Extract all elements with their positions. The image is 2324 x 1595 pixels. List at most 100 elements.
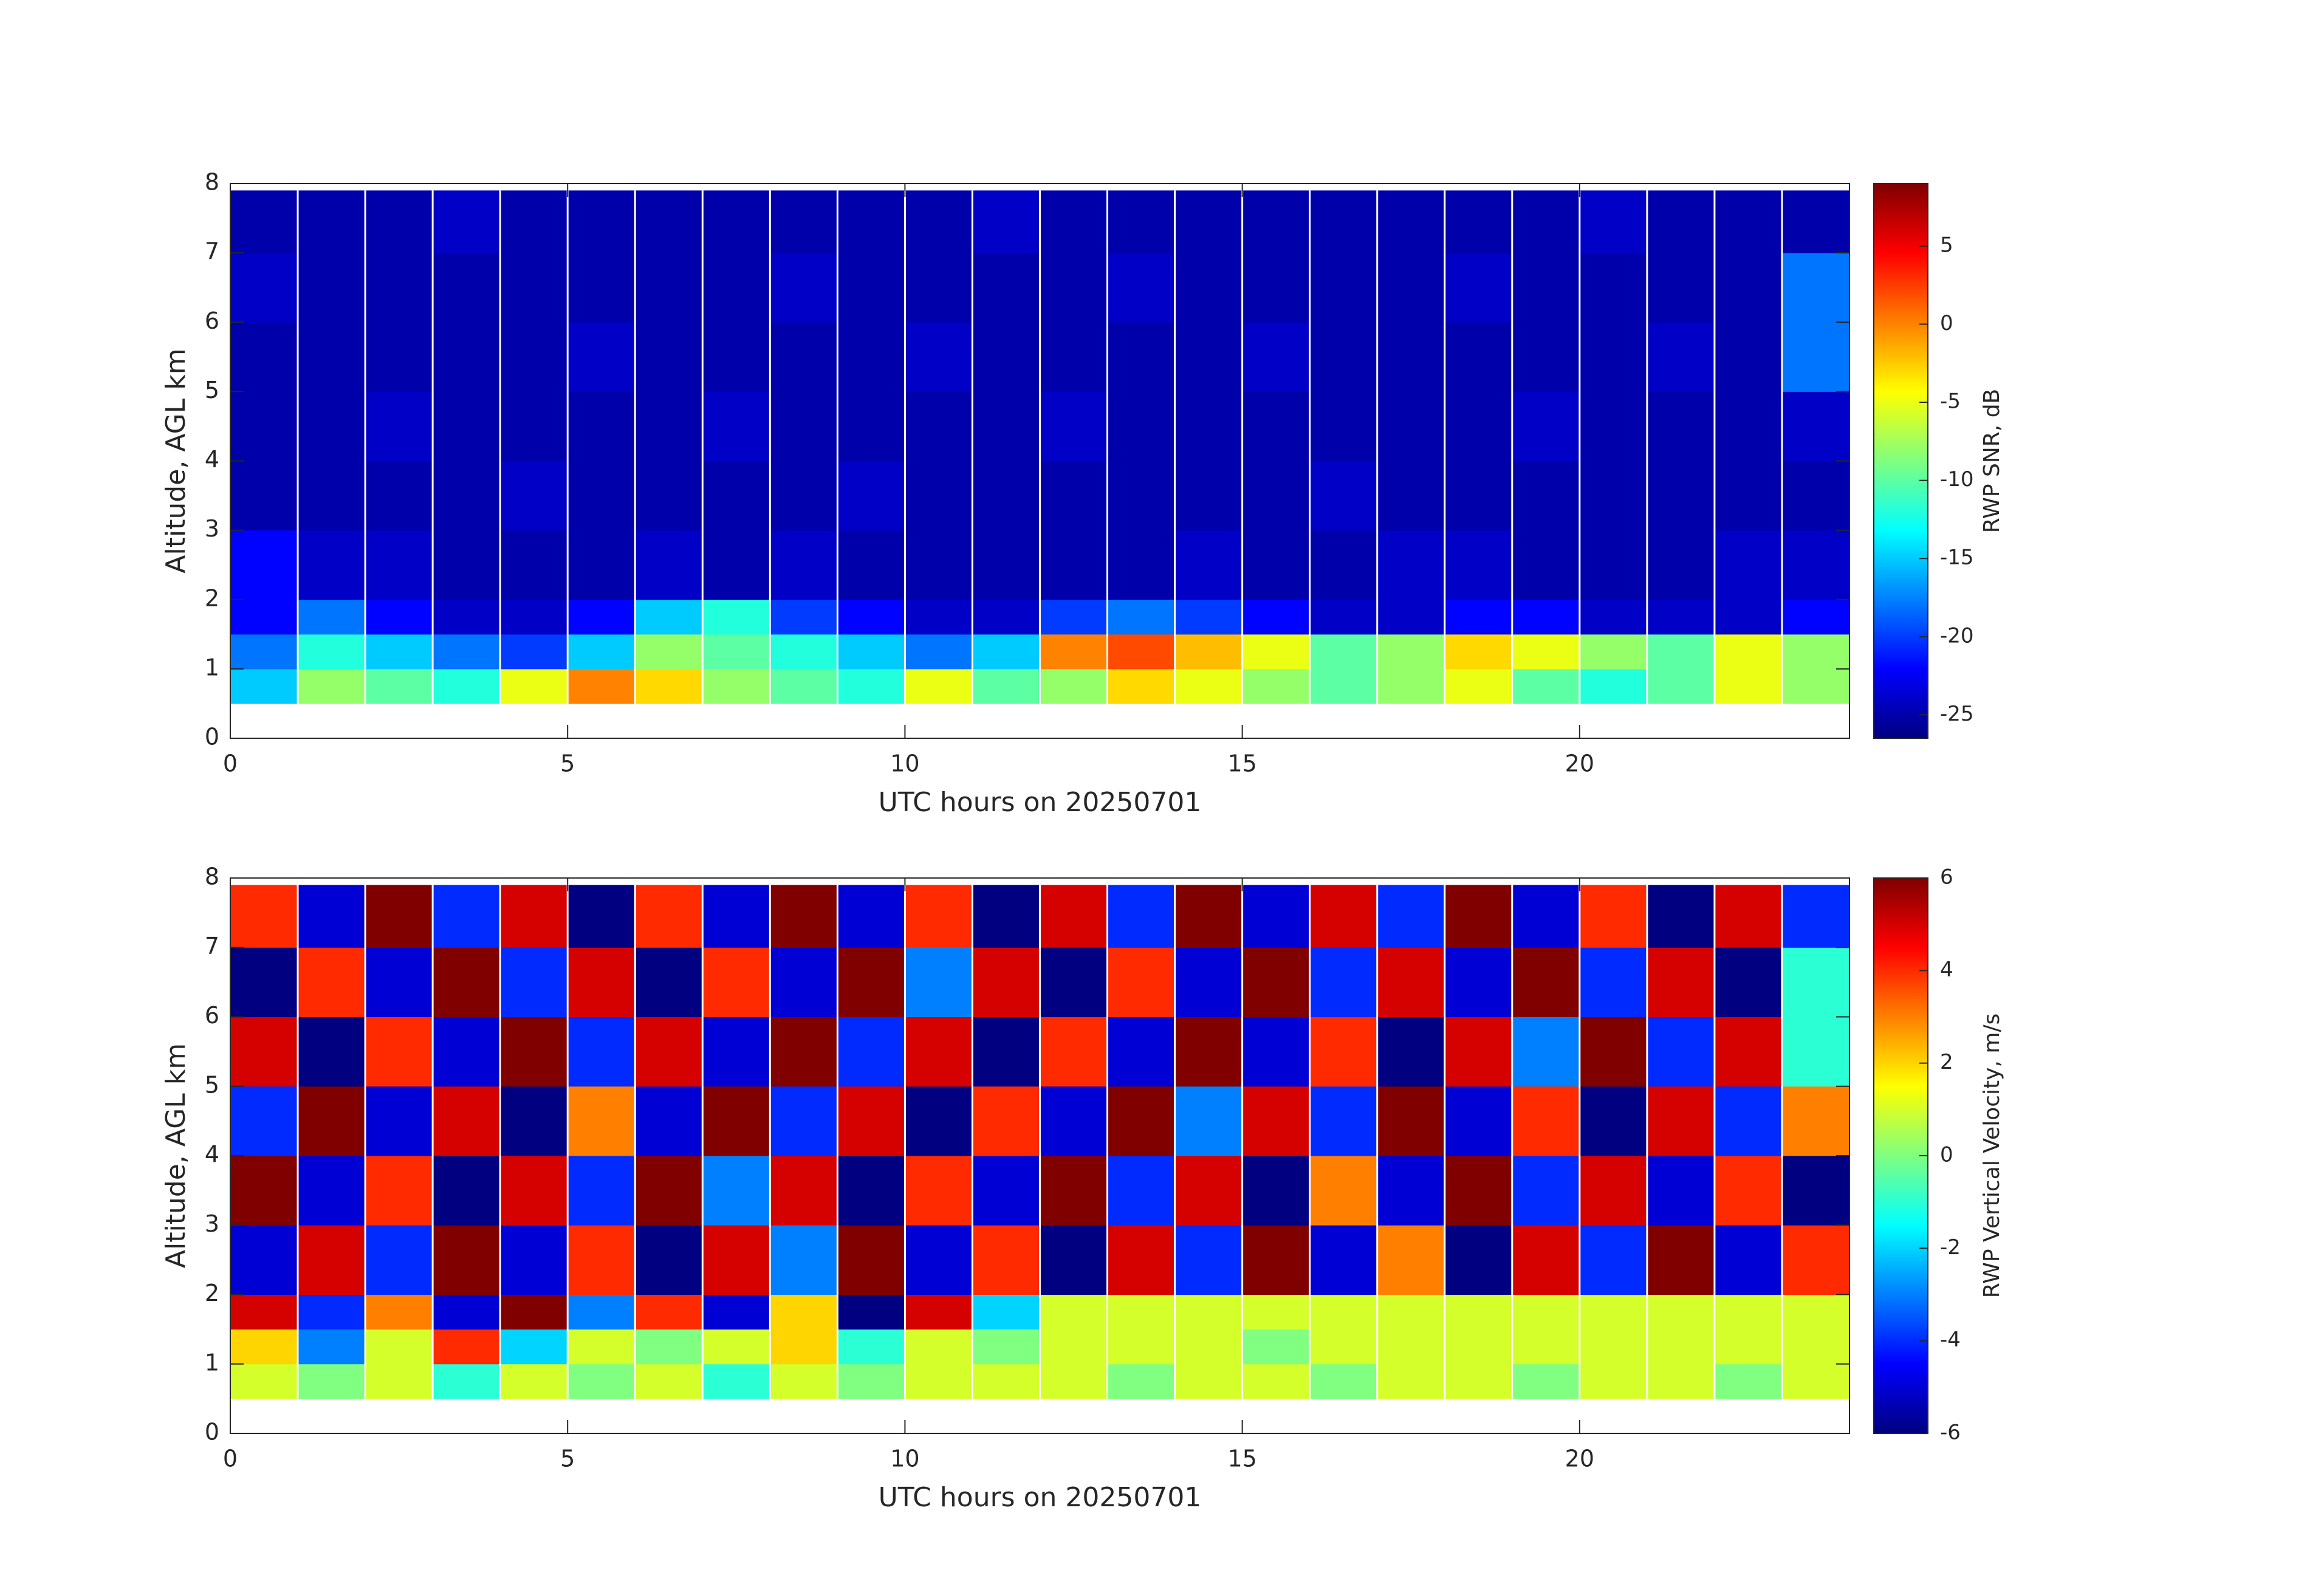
heatmap-cell xyxy=(635,1017,703,1087)
heatmap-cell xyxy=(1444,947,1513,1017)
heatmap-cell xyxy=(1512,530,1580,600)
heatmap-cell xyxy=(230,668,298,704)
heatmap-cell xyxy=(365,947,433,1017)
heatmap-cell xyxy=(1647,947,1715,1017)
heatmap-cell xyxy=(500,1156,568,1226)
heatmap-cell xyxy=(230,530,298,600)
heatmap-cell xyxy=(972,1017,1040,1087)
heatmap-cell xyxy=(1444,322,1513,392)
heatmap-cell xyxy=(230,1225,298,1295)
heatmap-cell xyxy=(972,190,1040,253)
heatmap-cell xyxy=(1647,885,1715,948)
heatmap-cell xyxy=(1579,1363,1648,1399)
heatmap-cell xyxy=(837,885,905,948)
y-tick-label: 5 xyxy=(205,1071,219,1098)
heatmap-cell xyxy=(365,461,433,531)
heatmap-cell xyxy=(500,253,568,323)
heatmap-cell xyxy=(1174,322,1243,392)
heatmap-cell xyxy=(1781,1363,1850,1399)
heatmap-cell xyxy=(1781,391,1850,461)
heatmap-cell xyxy=(635,634,703,670)
heatmap-cell xyxy=(1781,885,1850,948)
heatmap-cell xyxy=(298,947,366,1017)
heatmap-cell xyxy=(972,1329,1040,1365)
heatmap-cell xyxy=(1444,530,1513,600)
heatmap-cell xyxy=(635,668,703,704)
colorbar-tick-label: -6 xyxy=(1940,1421,1961,1445)
heatmap-cell xyxy=(567,1294,636,1330)
heatmap-cell xyxy=(433,253,501,323)
heatmap-cell xyxy=(1579,947,1648,1017)
heatmap-cell xyxy=(298,1017,366,1087)
heatmap-cell xyxy=(1174,461,1243,531)
x-tick-label: 5 xyxy=(560,1446,575,1472)
heatmap-cell xyxy=(1714,1086,1783,1156)
heatmap-cell xyxy=(230,947,298,1017)
heatmap-cell xyxy=(1242,1294,1311,1330)
heatmap-cell xyxy=(1377,668,1445,704)
heatmap-cell xyxy=(1781,253,1850,323)
heatmap-cell xyxy=(1512,668,1580,704)
heatmap-cell xyxy=(905,190,973,253)
heatmap-cell xyxy=(298,1225,366,1295)
y-tick-label: 6 xyxy=(205,1002,219,1029)
heatmap-cell xyxy=(1579,885,1648,948)
heatmap-cell xyxy=(702,391,770,461)
y-tick-label: 8 xyxy=(205,169,219,196)
heatmap-cell xyxy=(1309,253,1378,323)
heatmap-cell xyxy=(500,634,568,670)
heatmap-cell xyxy=(1377,1086,1445,1156)
heatmap-cell xyxy=(770,947,838,1017)
heatmap-cell xyxy=(1107,947,1176,1017)
heatmap-cell xyxy=(1714,599,1783,635)
heatmap-cell xyxy=(1714,885,1783,948)
colorbar-tick-label: 6 xyxy=(1940,865,1953,890)
heatmap-cell xyxy=(1579,1329,1648,1365)
heatmap-cell xyxy=(365,322,433,392)
heatmap-cell xyxy=(1444,253,1513,323)
y-axis-label: Altitude, AGL km xyxy=(160,348,191,573)
heatmap-cell xyxy=(972,668,1040,704)
heatmap-cell xyxy=(567,668,636,704)
heatmap-cell xyxy=(365,253,433,323)
heatmap-cell xyxy=(433,391,501,461)
x-tick-label: 0 xyxy=(223,1446,238,1472)
heatmap-cell xyxy=(1714,391,1783,461)
heatmap-cell xyxy=(1647,253,1715,323)
heatmap-cell xyxy=(1781,599,1850,635)
heatmap-cell xyxy=(702,1294,770,1330)
heatmap-cell xyxy=(1040,391,1108,461)
heatmap-cell xyxy=(1579,1225,1648,1295)
heatmap-cell xyxy=(1107,1225,1176,1295)
x-tick-label: 20 xyxy=(1565,750,1594,777)
heatmap-cell xyxy=(702,190,770,253)
heatmap-cell xyxy=(1512,461,1580,531)
heatmap-cell xyxy=(1579,668,1648,704)
heatmap-cell xyxy=(1647,599,1715,635)
heatmap-cell xyxy=(1040,1294,1108,1330)
heatmap-cell xyxy=(837,190,905,253)
heatmap-cell xyxy=(567,322,636,392)
heatmap-cell xyxy=(972,1294,1040,1330)
heatmap-cell xyxy=(1714,190,1783,253)
heatmap-cell xyxy=(702,1225,770,1295)
colorbar-tick-label: 4 xyxy=(1940,958,1953,982)
heatmap-cell xyxy=(770,530,838,600)
heatmap-cell xyxy=(837,253,905,323)
heatmap-cell xyxy=(1377,947,1445,1017)
heatmap-cell xyxy=(702,1086,770,1156)
heatmap-cell xyxy=(1647,1329,1715,1365)
heatmap-cell xyxy=(1309,668,1378,704)
heatmap-cell xyxy=(1174,947,1243,1017)
heatmap-cell xyxy=(905,1363,973,1399)
colorbar xyxy=(1873,183,1928,739)
heatmap-cell xyxy=(972,634,1040,670)
heatmap-cell xyxy=(837,1225,905,1295)
colorbar-tick-label: 5 xyxy=(1940,233,1953,257)
heatmap-cell xyxy=(365,190,433,253)
heatmap-cell xyxy=(433,1156,501,1226)
heatmap-cell xyxy=(567,634,636,670)
heatmap-cell xyxy=(567,530,636,600)
heatmap-cell xyxy=(1309,1086,1378,1156)
